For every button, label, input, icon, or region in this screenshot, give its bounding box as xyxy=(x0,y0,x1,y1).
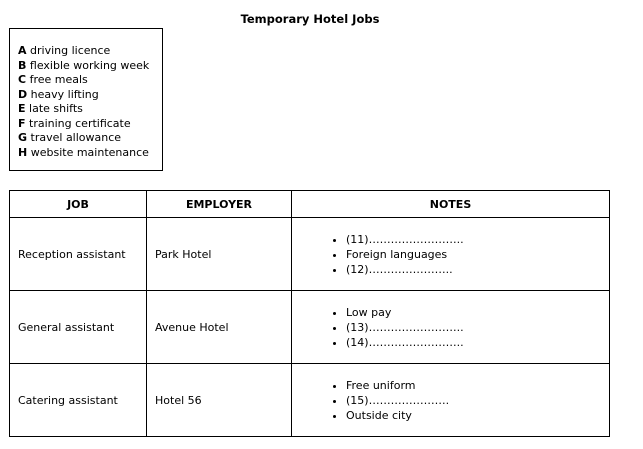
job-cell: General assistant xyxy=(9,290,147,364)
job-cell: Catering assistant xyxy=(9,363,147,437)
note-item: Free uniform xyxy=(346,378,601,393)
note-item: (12)………………….. xyxy=(346,262,601,277)
header-employer: EMPLOYER xyxy=(146,190,292,218)
header-job: JOB xyxy=(9,190,147,218)
option-h: H website maintenance xyxy=(18,145,149,159)
option-c: C free meals xyxy=(18,73,88,86)
table-row: General assistant Avenue Hotel Low pay (… xyxy=(9,290,610,364)
option-b: B flexible working week xyxy=(18,58,150,72)
option-a: A driving licence xyxy=(18,44,111,57)
header-notes: NOTES xyxy=(291,190,610,218)
table-row: Catering assistant Hotel 56 Free uniform… xyxy=(9,363,610,437)
options-box: A driving licence B flexible working wee… xyxy=(9,28,163,171)
note-item: (11)…………………….. xyxy=(346,232,601,247)
employer-cell: Hotel 56 xyxy=(146,363,292,437)
note-item: Outside city xyxy=(346,408,601,423)
option-f: F training certificate xyxy=(18,116,131,130)
table-row: Reception assistant Park Hotel (11)……………… xyxy=(9,217,610,291)
note-item: Low pay xyxy=(346,305,601,320)
notes-cell: (11)…………………….. Foreign languages (12)………… xyxy=(291,217,610,291)
option-d: D heavy lifting xyxy=(18,87,99,101)
option-g: G travel allowance xyxy=(18,131,122,144)
employer-cell: Avenue Hotel xyxy=(146,290,292,364)
job-cell: Reception assistant xyxy=(9,217,147,291)
notes-cell: Free uniform (15)…………………. Outside city xyxy=(291,363,610,437)
note-item: Foreign languages xyxy=(346,247,601,262)
option-e: E late shifts xyxy=(18,102,83,115)
note-item: (15)…………………. xyxy=(346,393,601,408)
note-item: (14)…………………….. xyxy=(346,335,601,350)
page-title: Temporary Hotel Jobs xyxy=(240,12,380,26)
employer-cell: Park Hotel xyxy=(146,217,292,291)
note-item: (13)…………………….. xyxy=(346,320,601,335)
table-header: JOB EMPLOYER NOTES xyxy=(9,190,610,218)
notes-cell: Low pay (13)…………………….. (14)…………………….. xyxy=(291,290,610,364)
jobs-table: JOB EMPLOYER NOTES Reception assistant P… xyxy=(9,190,610,437)
